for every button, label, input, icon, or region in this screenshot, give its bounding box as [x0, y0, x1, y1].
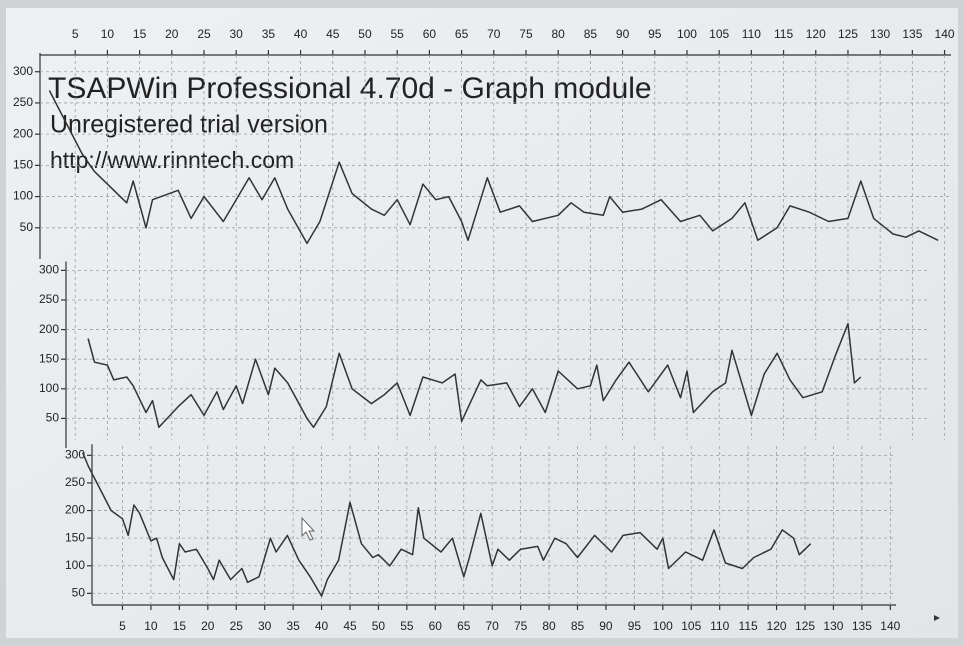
x-tick-label: 80: [542, 619, 556, 633]
x-tick-label: 40: [315, 619, 329, 633]
x-tick-label: 70: [487, 27, 501, 41]
x-tick-label: 120: [806, 27, 826, 41]
y-tick-label: 250: [65, 475, 85, 489]
y-tick-label: 100: [65, 558, 85, 572]
x-tick-label: 90: [599, 619, 613, 633]
y-tick-label: 150: [39, 351, 59, 365]
x-tick-label: 25: [197, 27, 211, 41]
x-tick-label: 105: [709, 27, 729, 41]
x-tick-label: 25: [230, 619, 244, 633]
x-tick-label: 85: [571, 619, 585, 633]
y-tick-label: 50: [46, 411, 60, 425]
x-tick-label: 5: [119, 619, 126, 633]
x-tick-label: 80: [551, 27, 565, 41]
x-tick-label: 85: [584, 27, 598, 41]
y-tick-label: 250: [39, 292, 59, 306]
x-tick-label: 135: [902, 27, 922, 41]
window-title: TSAPWin Professional 4.70d - Graph modul…: [48, 72, 652, 105]
x-tick-label: 60: [429, 619, 443, 633]
x-tick-label: 35: [262, 27, 276, 41]
y-tick-label: 300: [39, 263, 59, 277]
x-tick-label: 5: [72, 27, 79, 41]
y-tick-label: 150: [65, 530, 85, 544]
x-tick-label: 50: [358, 27, 372, 41]
x-tick-label: 35: [286, 619, 300, 633]
x-tick-label: 75: [519, 27, 533, 41]
x-tick-label: 95: [628, 619, 642, 633]
x-tick-label: 110: [710, 619, 729, 633]
y-tick-label: 100: [13, 189, 33, 203]
x-tick-label: 95: [648, 27, 662, 41]
y-tick-label: 150: [13, 158, 33, 172]
x-tick-label: 115: [774, 27, 793, 41]
x-tick-label: 10: [144, 619, 158, 633]
x-tick-label: 75: [514, 619, 528, 633]
x-tick-label: 100: [677, 27, 697, 41]
x-tick-label: 20: [165, 27, 179, 41]
x-tick-label: 70: [486, 619, 500, 633]
x-tick-label: 20: [201, 619, 215, 633]
x-tick-label: 140: [880, 619, 900, 633]
x-tick-label: 55: [391, 27, 405, 41]
x-tick-label: 130: [870, 27, 890, 41]
x-tick-label: 115: [739, 619, 758, 633]
x-tick-label: 45: [326, 27, 340, 41]
x-tick-label: 140: [935, 27, 955, 41]
x-tick-label: 55: [400, 619, 414, 633]
x-tick-label: 50: [372, 619, 386, 633]
y-tick-label: 300: [65, 448, 85, 462]
y-tick-label: 250: [13, 95, 33, 109]
x-tick-label: 135: [852, 619, 872, 633]
x-tick-label: 105: [681, 619, 701, 633]
x-tick-label: 65: [457, 619, 471, 633]
screen-photo: TSAPWin Professional 4.70d - Graph modul…: [0, 0, 964, 646]
x-tick-label: 15: [173, 619, 187, 633]
y-tick-label: 100: [39, 381, 59, 395]
x-tick-label: 130: [823, 619, 843, 633]
y-tick-label: 200: [13, 126, 33, 140]
y-tick-label: 200: [65, 503, 85, 517]
x-tick-label: 10: [101, 27, 115, 41]
y-tick-label: 50: [20, 220, 34, 234]
x-tick-label: 125: [795, 619, 815, 633]
x-tick-label: 125: [838, 27, 858, 41]
x-tick-label: 30: [258, 619, 272, 633]
y-tick-label: 300: [13, 64, 33, 78]
x-tick-label: 120: [767, 619, 787, 633]
x-tick-label: 40: [294, 27, 308, 41]
x-tick-label: 110: [742, 27, 761, 41]
y-tick-label: 200: [39, 322, 59, 336]
x-tick-label: 100: [653, 619, 673, 633]
x-tick-label: 65: [455, 27, 469, 41]
x-tick-label: 60: [423, 27, 437, 41]
x-tick-label: 30: [230, 27, 244, 41]
y-tick-label: 50: [72, 586, 86, 600]
x-tick-label: 90: [616, 27, 630, 41]
x-tick-label: 45: [343, 619, 357, 633]
x-tick-label: 15: [133, 27, 147, 41]
